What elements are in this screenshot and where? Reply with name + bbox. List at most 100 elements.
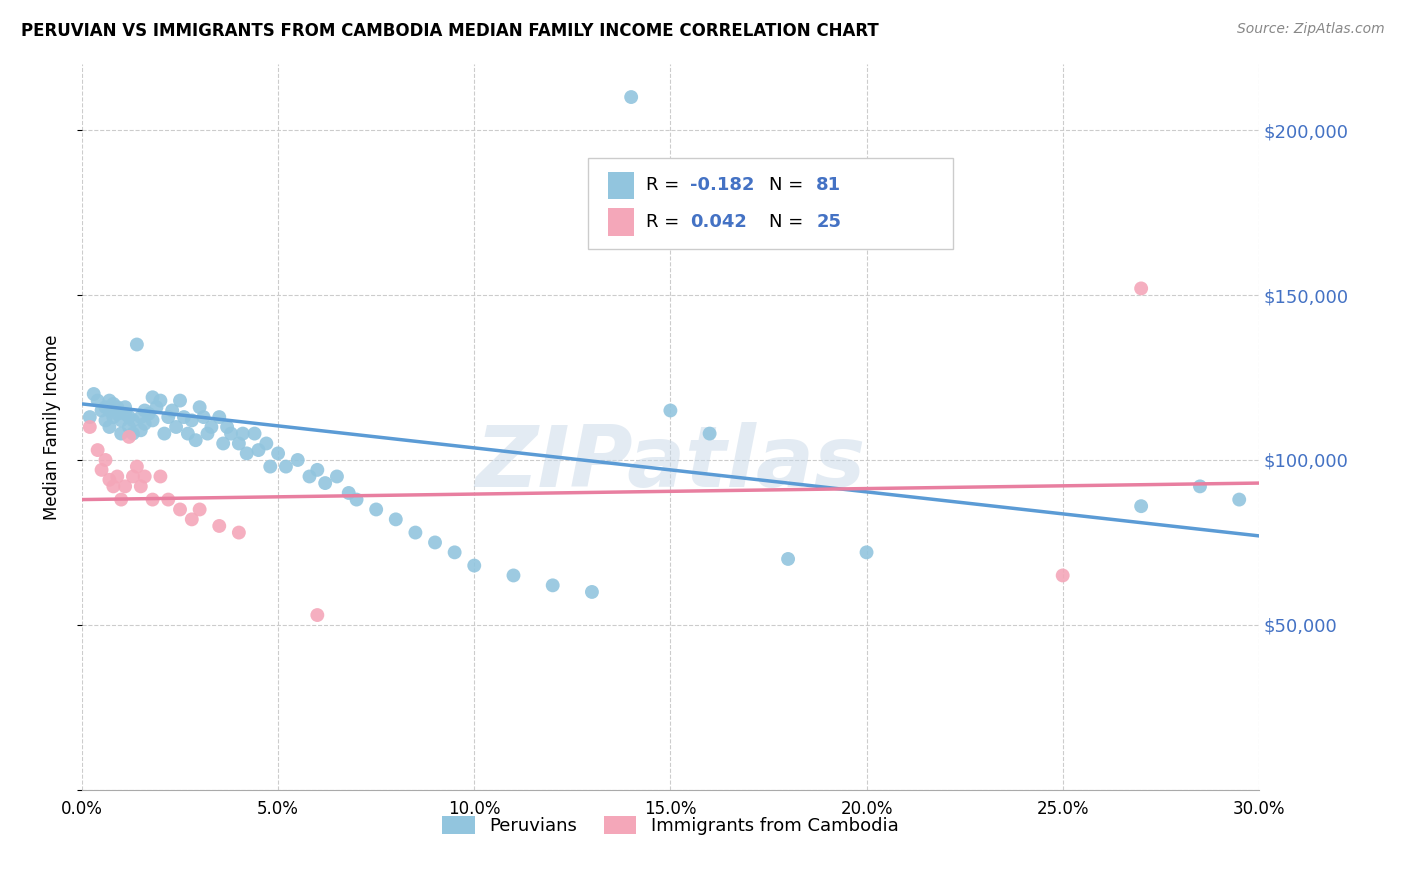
Point <box>659 403 682 417</box>
Point <box>219 426 242 441</box>
Point <box>122 426 145 441</box>
Point <box>160 403 183 417</box>
Bar <box>607 171 634 199</box>
Text: PERUVIAN VS IMMIGRANTS FROM CAMBODIA MEDIAN FAMILY INCOME CORRELATION CHART: PERUVIAN VS IMMIGRANTS FROM CAMBODIA MED… <box>21 22 879 40</box>
Text: 81: 81 <box>817 177 841 194</box>
Point <box>103 397 125 411</box>
Point <box>169 393 191 408</box>
Point <box>122 413 145 427</box>
Text: R =: R = <box>645 177 685 194</box>
Point <box>314 476 336 491</box>
Point <box>188 400 211 414</box>
Point <box>208 410 231 425</box>
Point <box>184 433 207 447</box>
Point <box>122 469 145 483</box>
Point <box>200 420 222 434</box>
Text: ZIPatlas: ZIPatlas <box>475 422 866 505</box>
Point <box>1130 281 1153 295</box>
Point <box>307 463 329 477</box>
Point <box>118 420 141 434</box>
Point <box>105 400 128 414</box>
Point <box>243 426 266 441</box>
Point <box>149 393 172 408</box>
Point <box>79 420 101 434</box>
Point <box>134 417 156 431</box>
Point <box>157 492 180 507</box>
Point <box>254 436 277 450</box>
Point <box>287 453 309 467</box>
Point <box>98 473 121 487</box>
Point <box>110 492 132 507</box>
Point <box>125 459 148 474</box>
Point <box>114 407 136 421</box>
Point <box>149 469 172 483</box>
FancyBboxPatch shape <box>588 159 953 249</box>
Point <box>346 492 368 507</box>
Point <box>157 410 180 425</box>
Point <box>138 407 160 421</box>
Point <box>259 459 281 474</box>
Point <box>267 446 290 460</box>
Point <box>114 479 136 493</box>
Point <box>86 443 108 458</box>
Point <box>326 469 349 483</box>
Point <box>134 403 156 417</box>
Point <box>337 486 360 500</box>
Text: Source: ZipAtlas.com: Source: ZipAtlas.com <box>1237 22 1385 37</box>
Point <box>142 390 165 404</box>
Point <box>247 443 270 458</box>
Point <box>188 502 211 516</box>
Point <box>307 608 329 623</box>
Point <box>274 459 297 474</box>
Y-axis label: Median Family Income: Median Family Income <box>44 334 60 520</box>
Point <box>98 393 121 408</box>
Point <box>90 403 112 417</box>
Point <box>217 420 239 434</box>
Point <box>90 463 112 477</box>
Point <box>142 413 165 427</box>
Point <box>94 400 117 414</box>
Point <box>855 545 877 559</box>
Text: -0.182: -0.182 <box>690 177 755 194</box>
Point <box>129 479 152 493</box>
Text: R =: R = <box>645 213 685 231</box>
Point <box>193 410 215 425</box>
Point <box>134 469 156 483</box>
Point <box>105 407 128 421</box>
Point <box>118 430 141 444</box>
Bar <box>607 209 634 236</box>
Point <box>699 426 721 441</box>
Point <box>105 469 128 483</box>
Point <box>125 337 148 351</box>
Point <box>443 545 465 559</box>
Point <box>384 512 406 526</box>
Point <box>153 426 176 441</box>
Point <box>235 446 257 460</box>
Point <box>180 512 202 526</box>
Point <box>83 387 105 401</box>
Point <box>129 423 152 437</box>
Point <box>1188 479 1211 493</box>
Point <box>423 535 446 549</box>
Point <box>581 585 603 599</box>
Point <box>118 410 141 425</box>
Point <box>142 492 165 507</box>
Point <box>212 436 235 450</box>
Point <box>103 410 125 425</box>
Text: N =: N = <box>769 213 810 231</box>
Point <box>502 568 524 582</box>
Point <box>1130 499 1153 513</box>
Point <box>98 420 121 434</box>
Point <box>1052 568 1074 582</box>
Point <box>145 400 167 414</box>
Legend: Peruvians, Immigrants from Cambodia: Peruvians, Immigrants from Cambodia <box>441 816 898 835</box>
Text: N =: N = <box>769 177 810 194</box>
Point <box>197 426 219 441</box>
Point <box>232 426 254 441</box>
Point <box>180 413 202 427</box>
Point <box>110 413 132 427</box>
Point <box>94 453 117 467</box>
Point <box>778 552 800 566</box>
Point <box>228 436 250 450</box>
Point <box>86 393 108 408</box>
